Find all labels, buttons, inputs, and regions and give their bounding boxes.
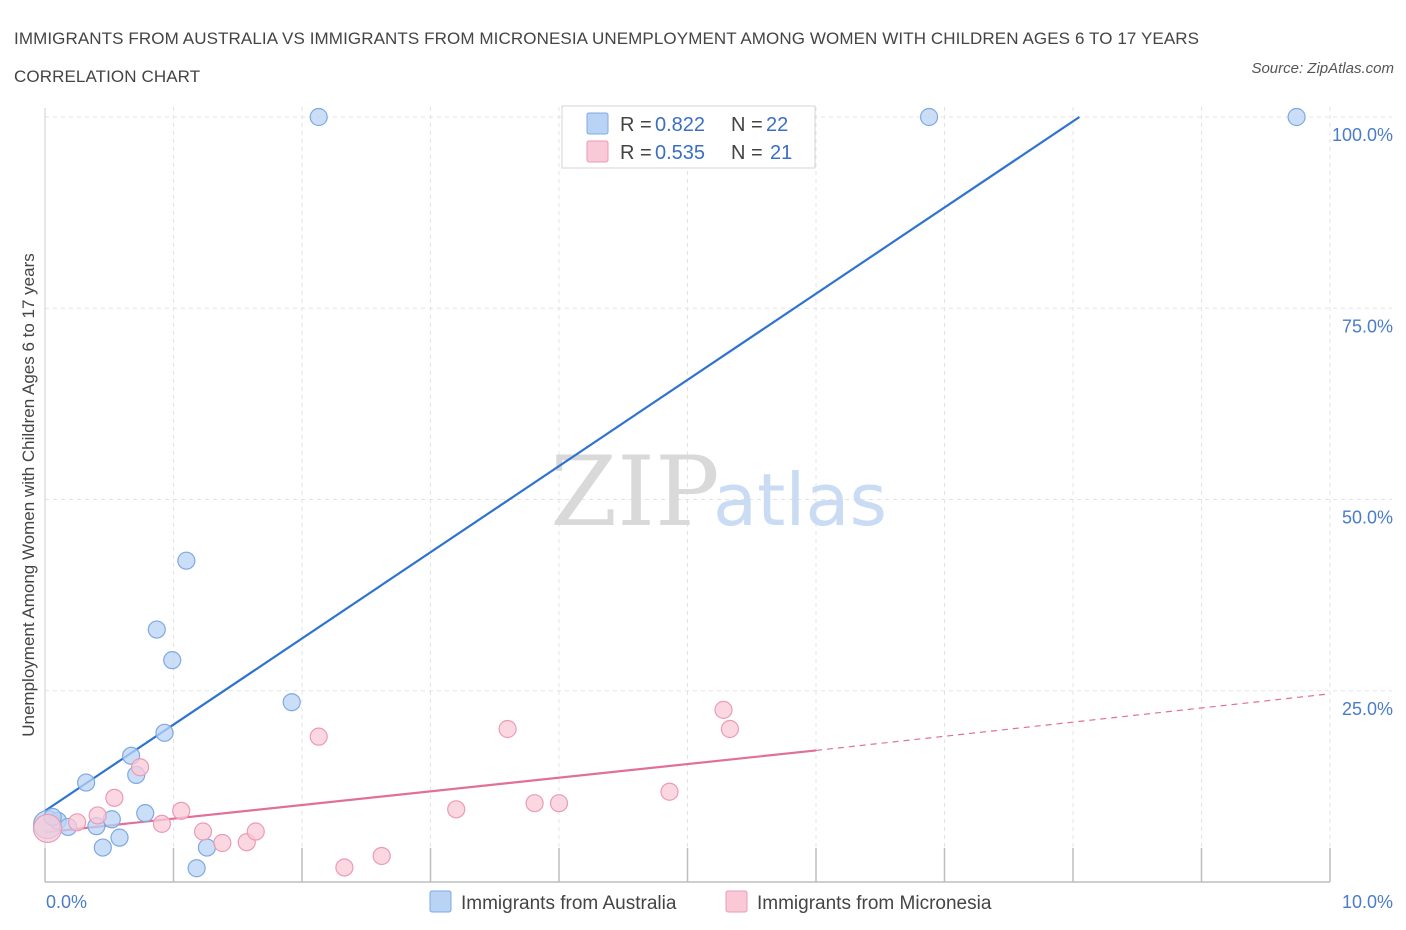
point-australia-14 — [177, 551, 196, 570]
legend: R = 0.822 N = 22 R = 0.535 N = 21 — [561, 105, 816, 169]
y-tick-label-100: 100.0% — [1332, 125, 1393, 145]
point-micronesia-6 — [172, 801, 191, 820]
point-australia-11 — [147, 620, 166, 639]
point-australia-5 — [93, 838, 112, 857]
point-micronesia-20 — [720, 719, 740, 739]
y-axis-label: Unemployment Among Women with Children A… — [19, 253, 38, 737]
point-australia-13 — [163, 651, 182, 670]
point-micronesia-15 — [498, 719, 517, 739]
point-micronesia-19 — [714, 700, 733, 719]
point-micronesia-16 — [525, 794, 544, 813]
legend-swatch-micronesia — [586, 140, 609, 163]
point-micronesia-8 — [213, 833, 232, 853]
point-australia-20 — [1287, 107, 1306, 127]
point-australia-17 — [282, 693, 301, 712]
watermark-atlas: atlas — [713, 458, 887, 542]
trend-lines — [44, 116, 1331, 834]
legend-n-label-australia: N = — [731, 114, 763, 136]
point-micronesia-7 — [193, 822, 213, 841]
legend-r-label-micronesia: R = — [620, 142, 652, 164]
point-micronesia-0 — [32, 813, 63, 844]
x-tick-label-min: 0.0% — [46, 892, 87, 912]
point-australia-18 — [309, 107, 328, 127]
data-points — [32, 107, 1306, 878]
y-tick-label-50: 50.0% — [1342, 508, 1393, 528]
trend-line-micronesia — [44, 749, 817, 834]
trend-line-australia — [44, 116, 1081, 812]
series-legend: Immigrants from Australia Immigrants fro… — [429, 890, 992, 914]
series-swatch-australia — [429, 890, 452, 913]
watermark-zip: ZIP — [550, 436, 719, 548]
point-micronesia-10 — [246, 822, 265, 841]
legend-n-value-micronesia: 21 — [770, 142, 792, 164]
point-micronesia-1 — [68, 813, 87, 832]
point-australia-15 — [187, 859, 206, 878]
y-tick-label-75: 75.0% — [1342, 316, 1393, 336]
point-australia-10 — [136, 804, 155, 823]
legend-n-value-australia: 22 — [766, 114, 788, 136]
point-micronesia-18 — [660, 782, 679, 801]
point-australia-16 — [197, 838, 217, 857]
point-micronesia-3 — [105, 788, 124, 807]
point-micronesia-5 — [152, 814, 172, 833]
point-micronesia-12 — [335, 858, 354, 877]
point-micronesia-14 — [447, 800, 466, 819]
point-australia-19 — [919, 107, 939, 127]
legend-swatch-australia — [586, 112, 609, 135]
axes — [44, 108, 1331, 883]
point-micronesia-2 — [88, 806, 107, 825]
point-australia-3 — [77, 773, 96, 792]
series-swatch-micronesia — [725, 890, 748, 913]
chart-title: IMMIGRANTS FROM AUSTRALIA VS IMMIGRANTS … — [14, 29, 1200, 86]
legend-r-label-australia: R = — [620, 114, 652, 136]
point-micronesia-17 — [549, 794, 569, 813]
point-australia-12 — [155, 723, 174, 742]
source-note: Source: ZipAtlas.com — [1251, 60, 1394, 77]
point-micronesia-11 — [309, 727, 328, 746]
watermark: ZIP atlas — [550, 436, 887, 548]
legend-r-value-micronesia: 0.535 — [655, 142, 705, 164]
series-label-australia: Immigrants from Australia — [461, 893, 677, 914]
point-micronesia-4 — [130, 758, 150, 777]
series-label-micronesia: Immigrants from Micronesia — [757, 893, 992, 914]
point-micronesia-13 — [372, 846, 391, 866]
y-tick-label-25: 25.0% — [1342, 699, 1393, 719]
grid — [45, 107, 1392, 882]
legend-n-label-micronesia: N = — [731, 142, 763, 164]
x-tick-label-max: 10.0% — [1342, 892, 1393, 912]
tick-labels: 25.0% 50.0% 75.0% 100.0% 0.0% 10.0% — [46, 125, 1393, 912]
trend-line-micronesia-extension — [815, 693, 1331, 752]
legend-r-value-australia: 0.822 — [655, 114, 705, 136]
point-australia-7 — [110, 828, 129, 847]
